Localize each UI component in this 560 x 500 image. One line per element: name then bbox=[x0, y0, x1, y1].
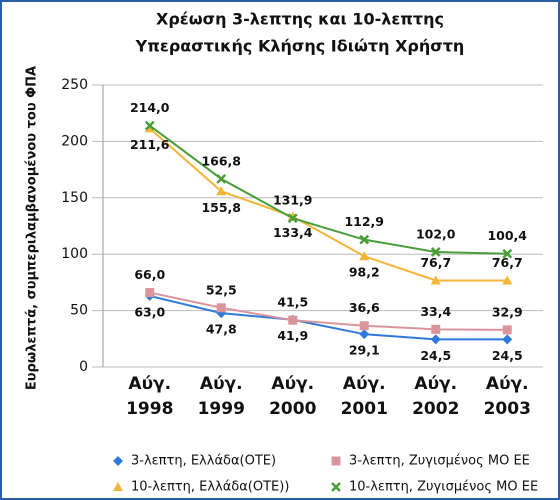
legend-marker bbox=[113, 456, 123, 466]
legend-marker bbox=[331, 456, 341, 466]
data-label: 166,8 bbox=[201, 153, 241, 168]
marker bbox=[216, 303, 226, 313]
data-label: 47,8 bbox=[206, 322, 237, 337]
marker bbox=[144, 120, 155, 131]
y-tick-label: 250 bbox=[61, 77, 88, 93]
marker bbox=[359, 321, 369, 331]
legend-label: 3-λεπτη, Ζυγισμένος ΜΟ ΕΕ bbox=[349, 454, 530, 469]
marker bbox=[216, 173, 227, 184]
data-label: 41,5 bbox=[277, 295, 308, 310]
data-label: 98,2 bbox=[349, 265, 380, 280]
x-tick-label: Αύγ. 2001 bbox=[340, 374, 388, 419]
series-line bbox=[149, 294, 508, 341]
marker bbox=[502, 334, 513, 345]
marker bbox=[359, 329, 370, 340]
data-label: 29,1 bbox=[349, 343, 380, 358]
x-tick-label: Αύγ. 2000 bbox=[269, 374, 317, 419]
data-label: 33,4 bbox=[420, 304, 451, 319]
marker bbox=[502, 248, 513, 259]
x-tick-label: Αύγ. 2003 bbox=[483, 374, 531, 419]
y-tick-label: 100 bbox=[61, 246, 88, 262]
y-axis-label: Ευρωλεπτά, συμπεριλαμβανομένου του ΦΠΑ bbox=[25, 66, 40, 390]
data-label: 76,7 bbox=[420, 255, 451, 270]
y-tick-label: 200 bbox=[61, 133, 88, 149]
marker bbox=[288, 315, 298, 325]
data-label: 66,0 bbox=[134, 267, 165, 282]
marker bbox=[430, 334, 441, 345]
data-label: 131,9 bbox=[273, 193, 313, 208]
legend-label: 10-λεπτη, Ζυγισμένος ΜΟ ΕΕ bbox=[349, 480, 538, 495]
marker bbox=[502, 325, 512, 335]
chart-title: Υπεραστικής Κλήσης Ιδιώτη Χρήστη bbox=[135, 37, 465, 56]
data-label: 211,6 bbox=[130, 137, 170, 152]
marker bbox=[430, 275, 441, 285]
data-label: 155,8 bbox=[201, 200, 241, 215]
series-line bbox=[149, 124, 508, 255]
marker bbox=[502, 275, 513, 285]
x-tick-label: Αύγ. 1999 bbox=[197, 374, 245, 419]
y-tick-label: 150 bbox=[61, 190, 88, 206]
data-label: 24,5 bbox=[420, 348, 451, 363]
data-label: 100,4 bbox=[487, 228, 527, 243]
marker bbox=[430, 247, 441, 257]
data-label: 24,5 bbox=[492, 348, 523, 363]
data-label: 133,4 bbox=[273, 225, 313, 240]
data-label: 36,6 bbox=[349, 300, 380, 315]
legend-marker bbox=[331, 482, 341, 492]
legend-label: 10-λεπτη, Ελλάδα(ΟΤΕ)) bbox=[131, 480, 289, 495]
marker bbox=[359, 234, 370, 245]
marker bbox=[431, 324, 441, 334]
legend-label: 3-λεπτη, Ελλάδα(ΟΤΕ) bbox=[131, 454, 276, 469]
data-label: 52,5 bbox=[206, 282, 237, 297]
legend-marker bbox=[113, 482, 123, 491]
y-tick-label: 0 bbox=[79, 359, 88, 375]
data-label: 32,9 bbox=[492, 304, 523, 319]
data-label: 102,0 bbox=[416, 226, 456, 241]
x-tick-label: Αύγ. 1998 bbox=[126, 374, 174, 419]
y-tick-label: 50 bbox=[70, 303, 88, 319]
data-label: 76,7 bbox=[492, 255, 523, 270]
marker bbox=[359, 251, 370, 261]
data-label: 41,9 bbox=[277, 328, 308, 343]
data-label: 63,0 bbox=[134, 304, 165, 319]
marker bbox=[216, 186, 227, 196]
x-tick-label: Αύγ. 2002 bbox=[412, 374, 460, 419]
marker bbox=[145, 288, 155, 298]
chart-title: Χρέωση 3-λεπτης και 10-λεπτης bbox=[156, 10, 444, 29]
series-line bbox=[149, 291, 508, 331]
marker bbox=[287, 213, 298, 224]
data-label: 112,9 bbox=[344, 214, 384, 229]
marker bbox=[144, 123, 155, 133]
data-label: 214,0 bbox=[130, 100, 170, 115]
series-line bbox=[149, 127, 508, 282]
